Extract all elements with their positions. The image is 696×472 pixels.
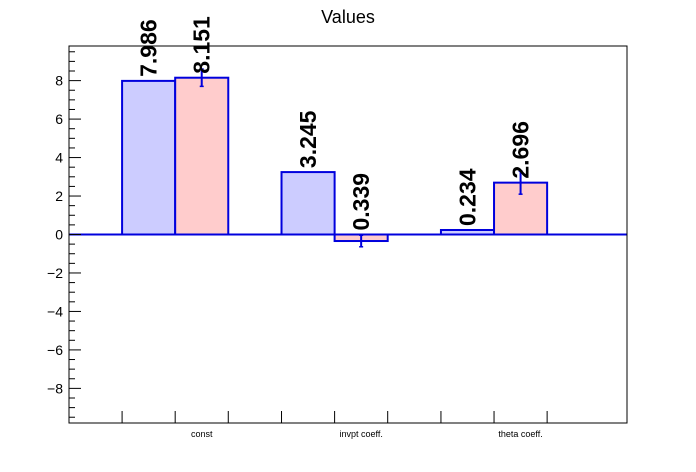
value-label-s0-0: 7.986 <box>136 19 162 77</box>
y-tick-label: −8 <box>47 380 63 396</box>
y-tick-label: 8 <box>55 73 63 89</box>
x-category-label: invpt coeff. <box>339 429 382 439</box>
x-category-label: const <box>191 429 213 439</box>
value-label-s0-1: 3.245 <box>295 110 321 168</box>
bar-s0-1 <box>280 171 336 236</box>
value-label-s1-0: 8.151 <box>189 16 215 74</box>
chart-title: Values <box>321 7 375 27</box>
y-tick-label: −2 <box>47 265 63 281</box>
y-tick-label: −4 <box>47 303 63 319</box>
bars-layer <box>121 68 549 248</box>
bar-s0-0 <box>121 79 177 236</box>
value-label-s1-2: 2.696 <box>508 121 534 179</box>
y-tick-label: 2 <box>55 188 63 204</box>
y-tick-label: 6 <box>55 111 63 127</box>
labels-layer: 7.986 3.245 0.234 8.151 0.339 2.696 <box>136 16 534 231</box>
x-category-label: theta coeff. <box>498 429 542 439</box>
bar-s1-0 <box>174 76 230 236</box>
y-tick-label: 0 <box>55 227 63 243</box>
axis-layer: −8 −6 −4 −2 0 2 4 6 8 const invpt coeff. theta coef… <box>47 45 628 439</box>
value-label-s1-1: 0.339 <box>348 173 374 231</box>
y-tick-label: 4 <box>55 150 63 166</box>
y-tick-label: −6 <box>47 342 63 358</box>
value-label-s0-2: 0.234 <box>454 168 480 226</box>
